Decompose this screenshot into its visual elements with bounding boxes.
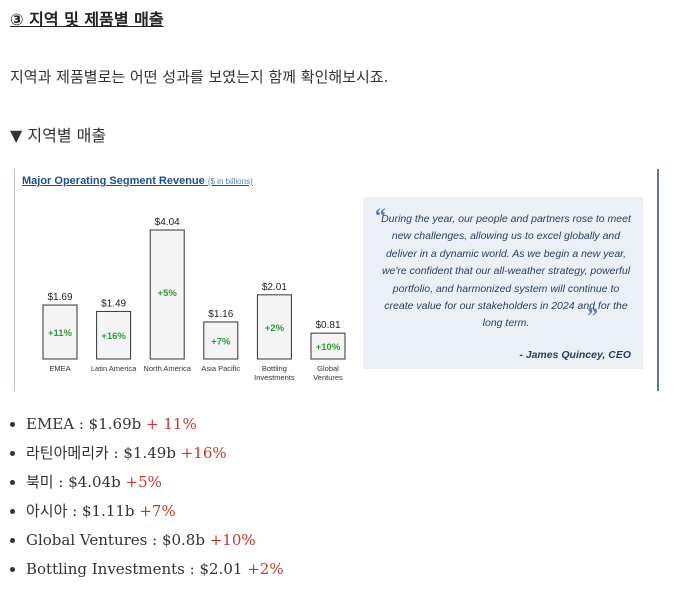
bullet-icon	[10, 538, 15, 543]
bullet-icon	[10, 480, 15, 485]
ceo-quote-box: “ During the year, our people and partne…	[363, 197, 643, 369]
item-label: 라틴아메리카 : $1.49b	[26, 444, 176, 462]
item-change: +7%	[139, 502, 175, 520]
bar-value-label: $0.81	[315, 320, 340, 331]
list-item: EMEA : $1.69b + 11%	[8, 410, 284, 439]
bar-value-label: $1.69	[47, 292, 72, 303]
region-subheading: ▼ 지역별 매출	[10, 122, 106, 146]
list-item: 라틴아메리카 : $1.49b +16%	[8, 439, 284, 468]
list-item: Bottling Investments : $2.01 +2%	[8, 555, 284, 584]
category-label: Ventures	[313, 373, 343, 382]
item-change: +5%	[126, 473, 162, 491]
bar-value-label: $2.01	[262, 282, 287, 293]
item-label: Bottling Investments : $2.01	[26, 560, 242, 578]
item-label: 아시아 : $1.11b	[26, 502, 135, 520]
segment-revenue-figure: Major Operating Segment Revenue ($ in bi…	[14, 169, 659, 391]
bullet-icon	[10, 451, 15, 456]
bar-growth-label: +11%	[48, 328, 73, 339]
list-item: Global Ventures : $0.8b +10%	[8, 526, 284, 555]
bar-value-label: $4.04	[155, 217, 180, 228]
bar-growth-label: +7%	[211, 336, 231, 347]
bar-growth-label: +10%	[316, 342, 341, 353]
region-revenue-list: EMEA : $1.69b + 11% 라틴아메리카 : $1.49b +16%…	[8, 410, 284, 584]
category-label: North America	[143, 364, 191, 373]
intro-text: 지역과 제품별로는 어떤 성과를 보였는지 함께 확인해보시죠.	[10, 66, 388, 87]
category-label: Bottling	[262, 364, 287, 373]
category-label: Global	[317, 364, 339, 373]
item-change: +16%	[181, 444, 227, 462]
segment-revenue-chart: $1.69 +11% EMEA $1.49 +16% Latin America $4.04…	[15, 169, 355, 391]
bar-growth-label: +16%	[101, 331, 126, 342]
category-label: EMEA	[49, 364, 70, 373]
item-change: + 11%	[146, 415, 197, 433]
bullet-icon	[10, 422, 15, 427]
bar-value-label: $1.16	[208, 309, 233, 320]
quote-author: - James Quincey, CEO	[519, 349, 631, 361]
category-label: Investments	[254, 373, 295, 382]
section-heading: ③ 지역 및 제품별 매출	[10, 6, 164, 30]
list-item: 아시아 : $1.11b +7%	[8, 497, 284, 526]
bullet-icon	[10, 509, 15, 514]
bar-value-label: $1.49	[101, 298, 126, 309]
bullet-icon	[10, 567, 15, 572]
bar-growth-label: +2%	[265, 323, 285, 334]
item-change: +2%	[247, 560, 283, 578]
list-item: 북미 : $4.04b +5%	[8, 468, 284, 497]
category-label: Latin America	[91, 364, 137, 373]
close-quote-icon: ”	[587, 303, 598, 329]
item-label: Global Ventures : $0.8b	[26, 531, 205, 549]
category-label: Asia Pacific	[201, 364, 240, 373]
item-label: EMEA : $1.69b	[26, 415, 141, 433]
item-label: 북미 : $4.04b	[26, 473, 121, 491]
item-change: +10%	[210, 531, 256, 549]
bar-growth-label: +5%	[158, 288, 178, 299]
